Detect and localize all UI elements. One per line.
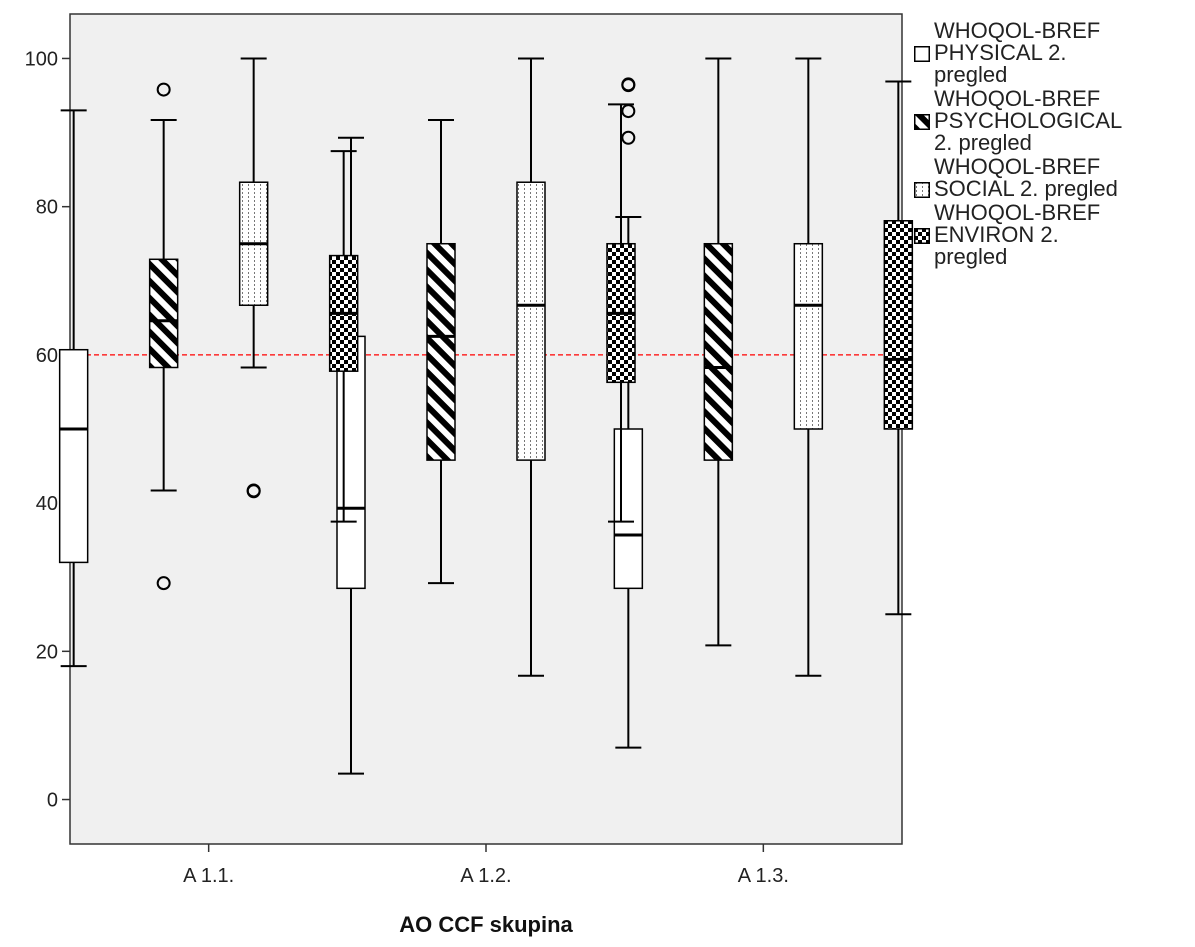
x-tick-label: A 1.3. bbox=[738, 865, 789, 887]
legend-label-line: WHOQOL-BREF bbox=[934, 86, 1101, 111]
legend-swatch bbox=[914, 228, 930, 244]
box bbox=[613, 428, 644, 590]
y-tick-label: 80 bbox=[36, 197, 58, 219]
box-checker-2 bbox=[606, 103, 636, 523]
box-dots-2 bbox=[516, 57, 546, 677]
box-dots-3 bbox=[793, 57, 824, 677]
legend-swatch bbox=[914, 114, 930, 130]
legend-label-line: WHOQOL-BREF bbox=[934, 154, 1101, 179]
legend-label-line: SOCIAL 2. pregled bbox=[934, 176, 1118, 201]
legend-label-line: 2. pregled bbox=[934, 130, 1032, 155]
box-checker-3 bbox=[883, 80, 914, 616]
legend-label-line: WHOQOL-BREF bbox=[934, 200, 1101, 225]
box bbox=[793, 242, 824, 430]
box-groups bbox=[58, 57, 914, 775]
outlier-point bbox=[621, 130, 636, 145]
x-tick-label: A 1.2. bbox=[460, 865, 511, 887]
box-dots-1 bbox=[238, 57, 269, 499]
x-axis-title: AO CCF skupina bbox=[399, 912, 573, 937]
box-plain-1 bbox=[58, 109, 89, 668]
legend-item: WHOQOL-BREF PSYCHOLOGICAL 2. pregled bbox=[912, 88, 1192, 154]
y-tick-label: 0 bbox=[47, 790, 58, 812]
box bbox=[148, 258, 179, 369]
y-tick-label: 20 bbox=[36, 641, 58, 663]
outlier-point bbox=[156, 576, 171, 591]
outlier-point bbox=[621, 77, 636, 92]
legend-swatch bbox=[914, 182, 930, 198]
box bbox=[336, 335, 366, 590]
legend-item: WHOQOL-BREF PHYSICAL 2. pregled bbox=[912, 20, 1192, 86]
outlier-point bbox=[156, 82, 171, 97]
legend-label-line: pregled bbox=[934, 244, 1008, 269]
box-diagonal-2 bbox=[426, 118, 456, 585]
x-axis: A 1.1. A 1.2. A 1.3. bbox=[183, 844, 789, 887]
legend-label-line: pregled bbox=[934, 62, 1008, 87]
box-diagonal-1 bbox=[148, 82, 179, 591]
box bbox=[516, 181, 546, 461]
x-tick-label: A 1.1. bbox=[183, 865, 234, 887]
box bbox=[58, 348, 89, 564]
legend-label-line: WHOQOL-BREF bbox=[934, 18, 1101, 43]
legend-label-line: PSYCHOLOGICAL bbox=[934, 108, 1123, 133]
y-tick-label: 60 bbox=[36, 345, 58, 367]
box-checker-1 bbox=[328, 150, 359, 523]
y-axis: 0 20 40 60 80 100 bbox=[25, 48, 70, 812]
legend-item: WHOQOL-BREF ENVIRON 2. pregled bbox=[912, 202, 1192, 268]
plot-area bbox=[69, 13, 903, 845]
legend-swatch bbox=[914, 46, 930, 62]
y-tick-label: 40 bbox=[36, 493, 58, 515]
legend-item: WHOQOL-BREF SOCIAL 2. pregled bbox=[912, 156, 1192, 200]
box bbox=[883, 220, 914, 430]
box bbox=[426, 242, 456, 461]
y-tick-label: 100 bbox=[25, 48, 58, 70]
outlier-point bbox=[246, 483, 261, 498]
box bbox=[703, 242, 734, 461]
legend-label-line: PHYSICAL 2. bbox=[934, 40, 1067, 65]
box-diagonal-3 bbox=[703, 57, 734, 647]
legend: WHOQOL-BREF PHYSICAL 2. pregled WHOQOL-BREF… bbox=[912, 20, 1192, 270]
legend-label-line: ENVIRON 2. bbox=[934, 222, 1059, 247]
